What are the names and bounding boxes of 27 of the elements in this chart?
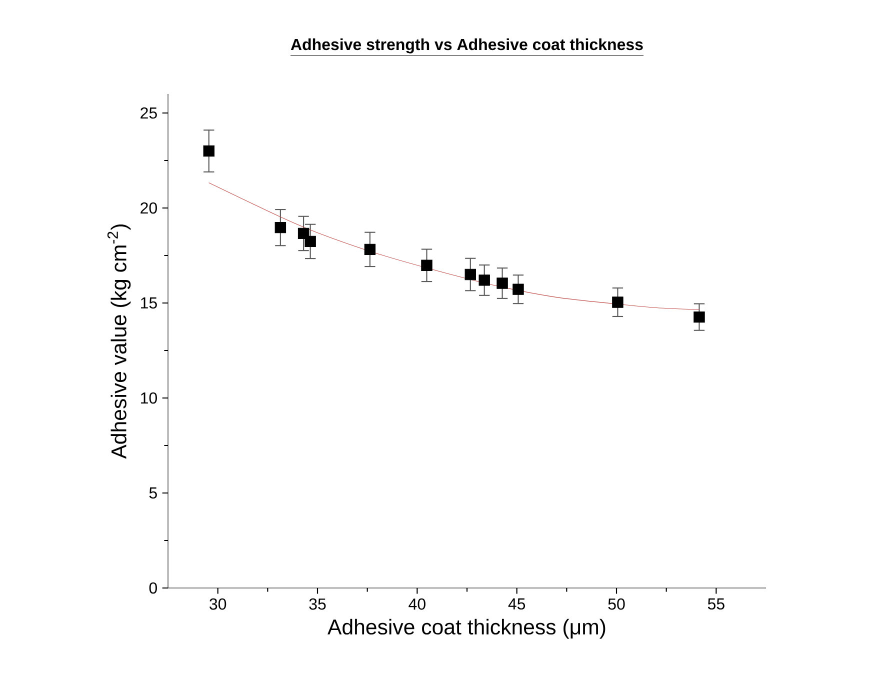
point [421,260,432,271]
point [203,145,214,157]
point [304,236,316,248]
point [512,284,524,295]
x-tick-label: 50 [608,598,625,610]
point [478,274,490,286]
y-tick-label: 15 [141,297,157,309]
y-tick-label: 0 [149,582,157,594]
x-tick-label: 40 [408,598,426,610]
point [274,222,286,234]
point [612,296,624,308]
x-axis-title: Adhesive coat thickness (μm) [328,618,606,639]
x-tick-label: 55 [708,598,724,610]
point [496,278,508,289]
point [464,268,476,280]
point [364,244,376,256]
chart-title: Adhesive strength vs Adhesive coat thickness [290,38,643,54]
y-tick-label: 20 [140,202,157,214]
point [694,311,705,323]
y-axis-title: Adhesive value (kg cm$^{-2}$) [107,224,131,459]
x-tick-label: 45 [508,598,526,610]
y-tick-label: 10 [141,392,157,404]
y-tick-label: 5 [149,487,157,499]
line-series [208,182,700,310]
x-tick-label: 35 [309,598,326,610]
y-tick-label: 25 [140,107,157,119]
x-tick-label: 30 [210,598,226,610]
